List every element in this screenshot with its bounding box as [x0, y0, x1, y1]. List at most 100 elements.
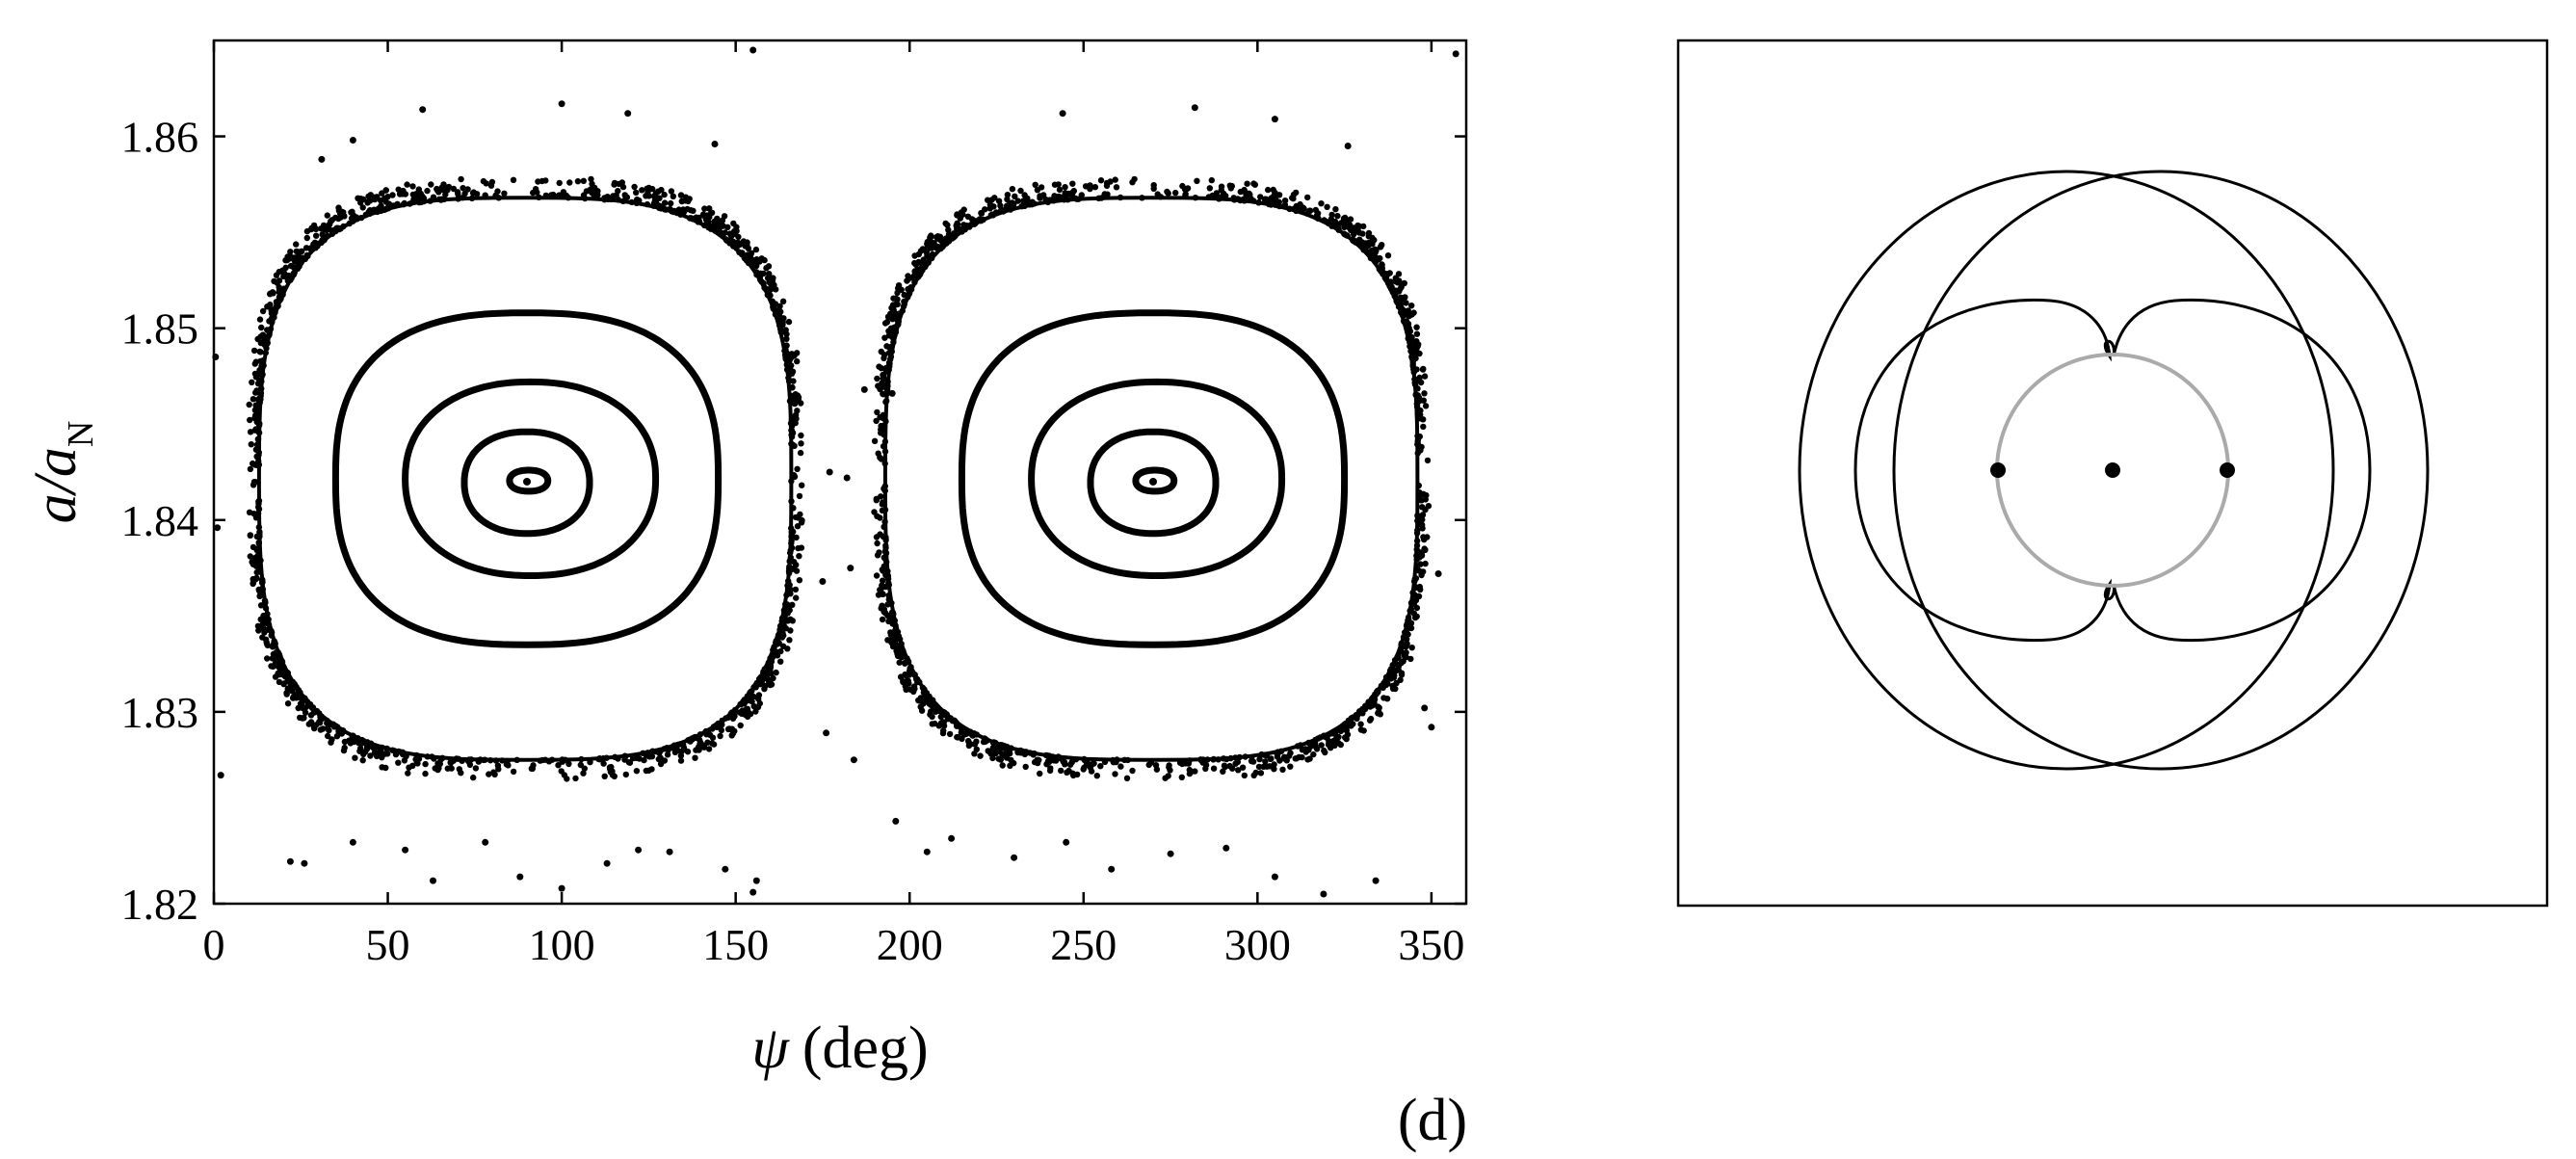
chaotic-point [370, 207, 377, 214]
chaotic-point [300, 704, 306, 712]
chaotic-point [787, 362, 794, 369]
chaotic-point [1272, 196, 1278, 203]
chaotic-point [307, 712, 315, 719]
chaotic-point [1322, 749, 1328, 756]
chaotic-point [1058, 767, 1065, 775]
chaotic-point [1413, 324, 1420, 330]
chaotic-point [718, 726, 725, 734]
chaotic-point [693, 747, 699, 753]
scatter-point [214, 524, 222, 532]
chaotic-point [255, 540, 262, 547]
chaotic-point [881, 518, 888, 525]
invariant-curve [1028, 378, 1286, 579]
chaotic-point [788, 540, 795, 547]
chaotic-point [1359, 709, 1366, 716]
chaotic-point [317, 726, 324, 733]
chaotic-point [900, 678, 907, 685]
chaotic-point [968, 216, 976, 223]
chaotic-point [1021, 202, 1028, 210]
chaotic-point [1416, 433, 1424, 440]
chaotic-point [1404, 636, 1410, 643]
scatter-point [860, 385, 868, 393]
chaotic-point [878, 456, 885, 462]
chaotic-point [799, 516, 805, 524]
chaotic-point [1304, 756, 1311, 763]
scatter-point [1344, 143, 1352, 149]
chaotic-point [587, 758, 593, 766]
chaotic-point [566, 179, 573, 186]
chaotic-point [784, 645, 791, 652]
chaotic-point [945, 226, 952, 233]
chaotic-point [611, 181, 618, 188]
chaotic-point [1380, 683, 1387, 691]
chaotic-point [561, 772, 568, 778]
chaotic-point [1350, 721, 1356, 727]
chaotic-point [1412, 378, 1419, 384]
x-tick-label: 150 [702, 920, 769, 969]
chaotic-point [905, 658, 911, 665]
chaotic-point [513, 756, 520, 763]
chaotic-point [337, 214, 344, 221]
chaotic-point [745, 251, 751, 258]
chaotic-point [888, 635, 896, 643]
chaotic-point [1408, 303, 1415, 309]
chaotic-point [359, 204, 366, 211]
chaotic-point [1398, 672, 1406, 678]
chaotic-point [661, 199, 669, 206]
chaotic-point [879, 413, 885, 421]
x-tick-label: 0 [203, 920, 225, 969]
chaotic-point [326, 726, 332, 734]
chaotic-point [1312, 206, 1320, 214]
chaotic-point [1101, 758, 1109, 766]
chaotic-point [267, 326, 275, 332]
chaotic-point [895, 285, 902, 292]
chaotic-point [1068, 759, 1075, 766]
chaotic-point [1365, 229, 1373, 237]
chaotic-point [1051, 181, 1059, 188]
chaotic-point [1235, 767, 1242, 774]
chaotic-point [701, 205, 708, 212]
chaotic-point [394, 200, 401, 207]
chaotic-point [747, 710, 754, 718]
chaotic-point [621, 192, 628, 198]
chaotic-point [272, 309, 278, 316]
chaotic-point [1250, 180, 1257, 187]
chaotic-point [1314, 215, 1322, 222]
chaotic-point [1411, 576, 1418, 584]
chaotic-point [499, 757, 506, 764]
chaotic-point [290, 270, 297, 277]
chaotic-point [299, 715, 306, 722]
chaotic-point [771, 303, 777, 310]
scatter-point [1222, 844, 1230, 852]
chaotic-point [611, 773, 618, 779]
chaotic-point [588, 175, 594, 183]
chaotic-point [881, 486, 887, 492]
chaotic-point [424, 753, 431, 760]
chaotic-point [1250, 198, 1257, 204]
chaotic-point [505, 762, 512, 769]
scatter-point [749, 46, 757, 54]
chaotic-point [946, 730, 954, 738]
chaotic-point [589, 180, 595, 188]
chaotic-point [789, 618, 796, 624]
chaotic-point [788, 498, 795, 505]
chaotic-point [739, 250, 746, 256]
chaotic-point [265, 621, 273, 628]
chaotic-point [1234, 758, 1242, 766]
chaotic-point [720, 223, 726, 229]
chaotic-point [932, 701, 939, 708]
chaotic-point [1236, 753, 1243, 761]
chaotic-point [639, 187, 645, 194]
center-body [2105, 462, 2120, 478]
chaotic-point [565, 760, 572, 768]
chaotic-point [318, 239, 325, 246]
chaotic-point [255, 498, 262, 505]
chaotic-point [1047, 765, 1054, 772]
chaotic-point [1373, 690, 1380, 697]
chaotic-point [510, 768, 517, 776]
chaotic-point [1353, 713, 1359, 720]
chaotic-point [737, 722, 744, 729]
chaotic-point [556, 179, 563, 187]
scatter-point [217, 772, 224, 779]
chaotic-point [605, 196, 612, 202]
